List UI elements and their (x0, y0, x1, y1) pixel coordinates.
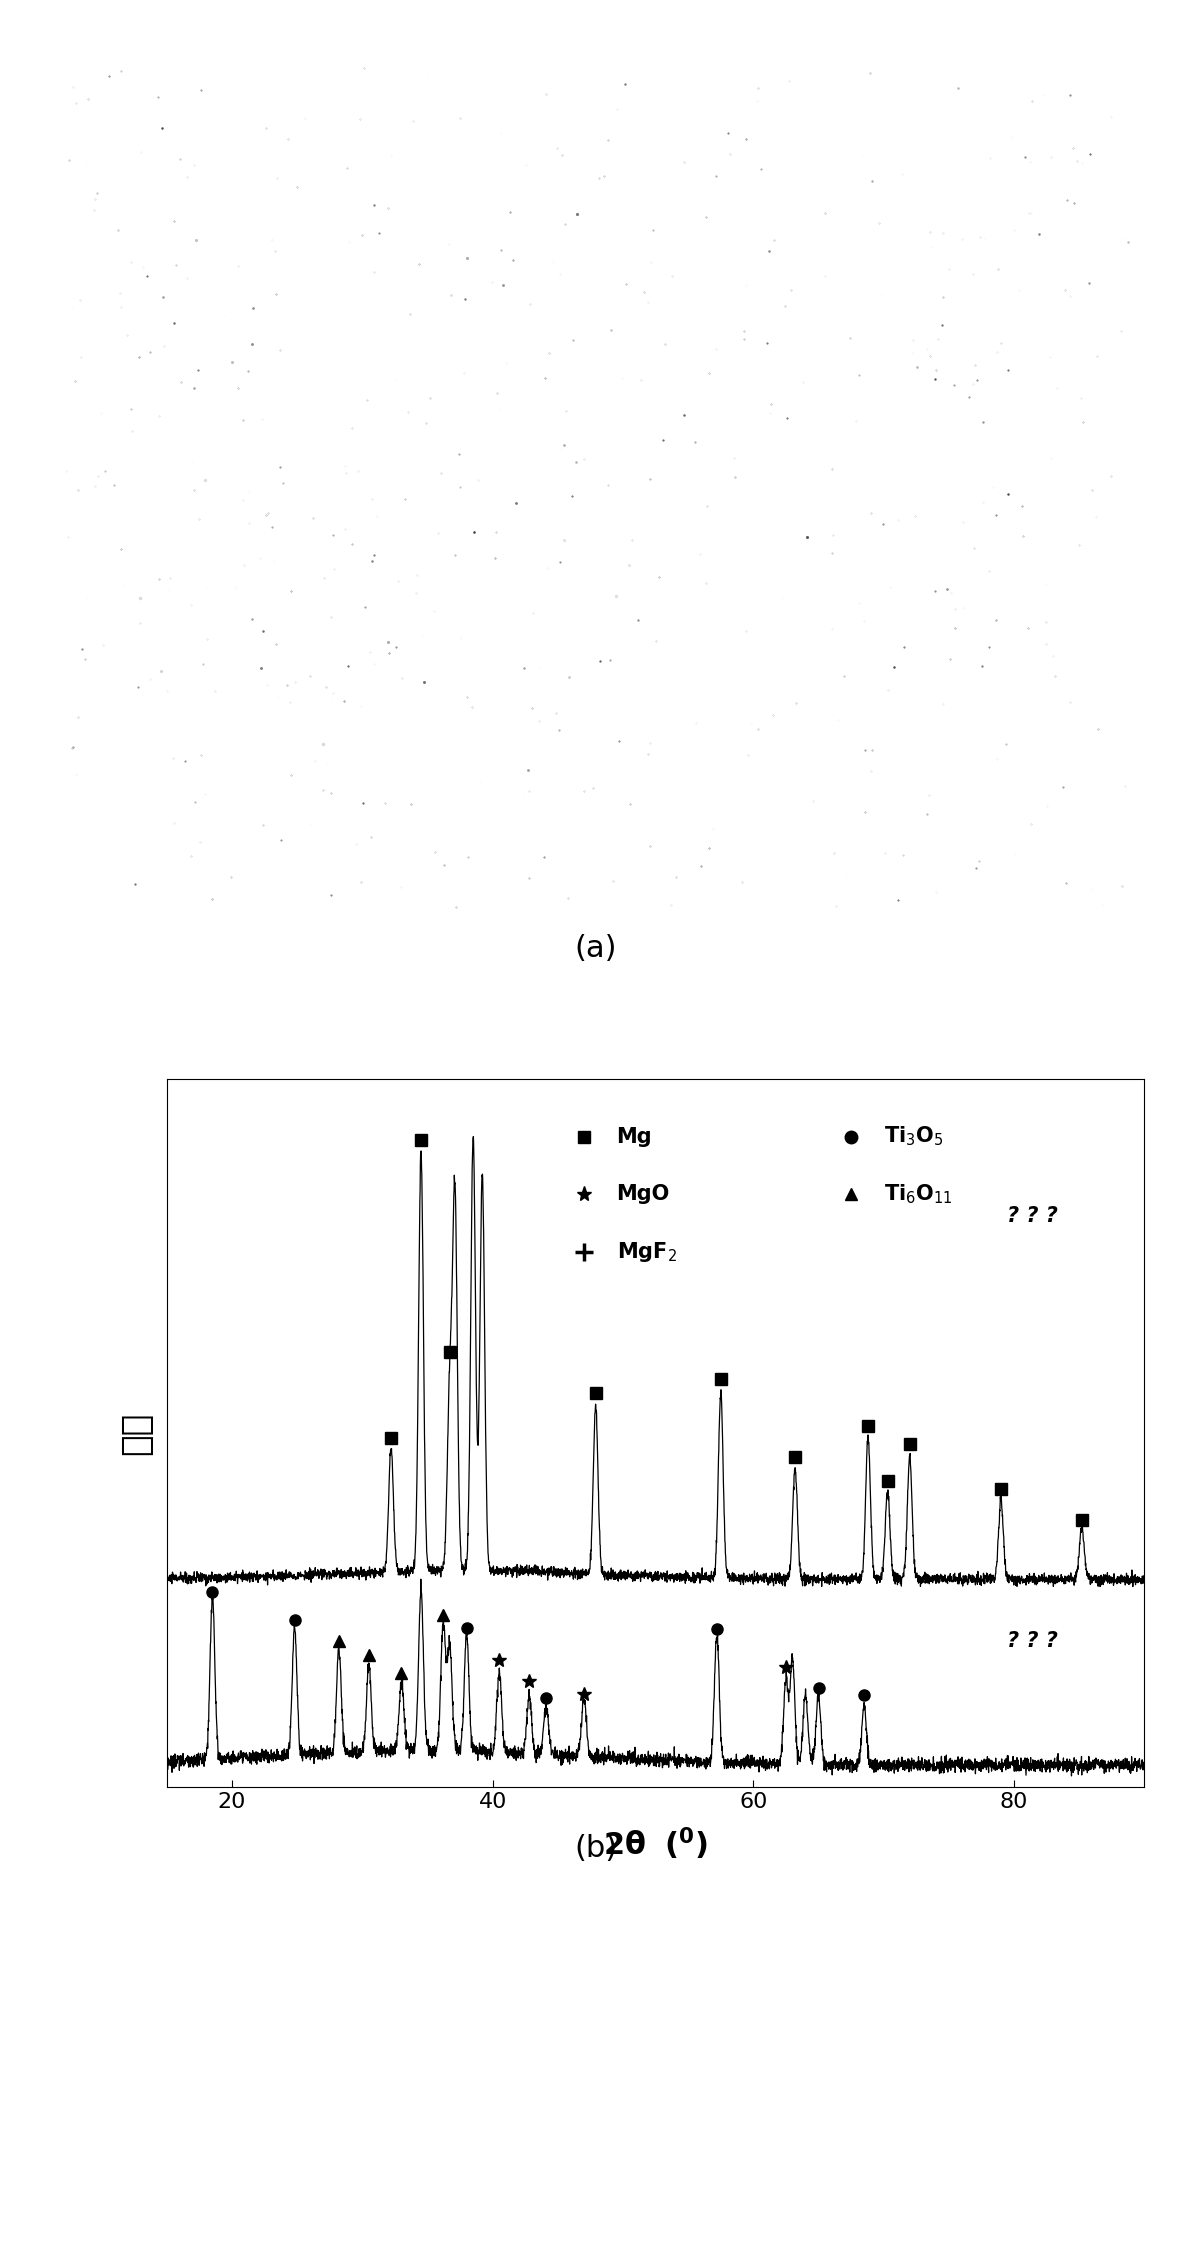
Text: MgO: MgO (616, 1185, 670, 1205)
Text: Ti$_3$O$_5$: Ti$_3$O$_5$ (883, 1124, 943, 1149)
Text: (b): (b) (575, 1834, 617, 1864)
X-axis label: $\mathbf{2\theta}$  $\mathbf{(^0)}$: $\mathbf{2\theta}$ $\mathbf{(^0)}$ (603, 1825, 708, 1861)
Text: (a): (a) (575, 935, 617, 962)
Y-axis label: 强度: 强度 (119, 1412, 153, 1454)
Text: ? ? ?: ? ? ? (1007, 1207, 1058, 1225)
Text: 10 μm: 10 μm (199, 796, 238, 809)
Text: Mg: Mg (616, 1126, 652, 1146)
Text: Magn: Magn (135, 861, 166, 870)
Text: ? ? ?: ? ? ? (1007, 1632, 1058, 1650)
Text: 2000x: 2000x (135, 895, 167, 904)
Text: MgF$_2$: MgF$_2$ (616, 1239, 677, 1263)
Text: Ti$_6$O$_{11}$: Ti$_6$O$_{11}$ (883, 1182, 952, 1205)
